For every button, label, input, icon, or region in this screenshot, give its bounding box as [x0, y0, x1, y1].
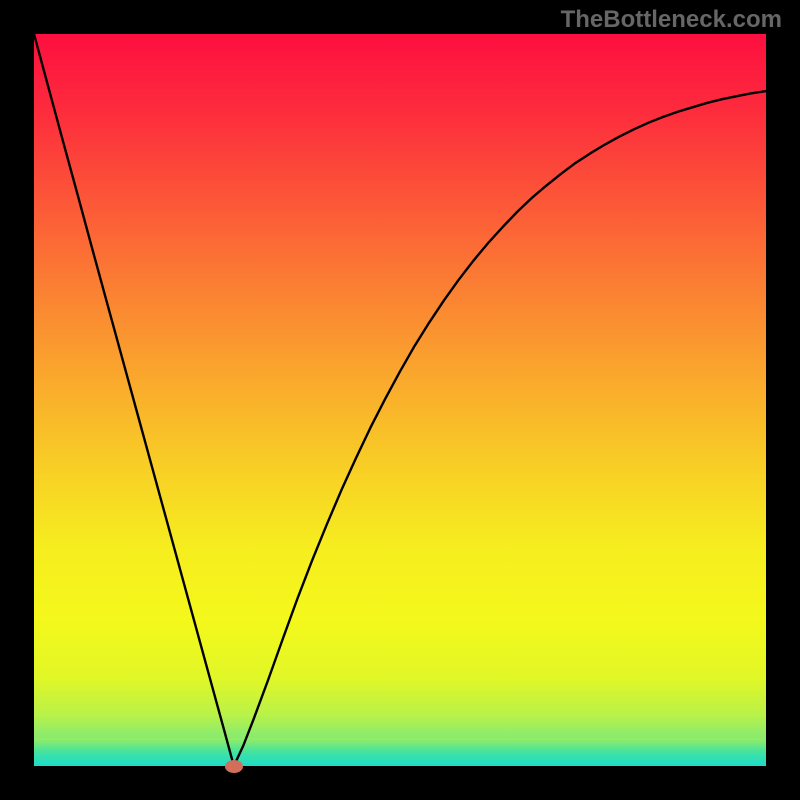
bottleneck-curve — [34, 34, 766, 766]
plot-area — [34, 34, 766, 766]
chart-frame: TheBottleneck.com — [0, 0, 800, 800]
watermark-text: TheBottleneck.com — [561, 6, 782, 33]
optimum-marker — [225, 760, 243, 773]
watermark: TheBottleneck.com — [561, 6, 782, 34]
